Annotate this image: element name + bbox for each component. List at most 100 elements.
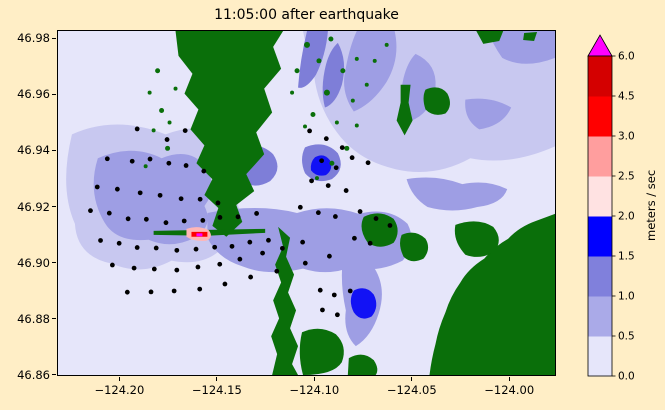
water-current-patch xyxy=(207,207,412,273)
gauge-dot xyxy=(357,209,363,214)
land-speckle xyxy=(344,145,350,151)
land-speckle xyxy=(316,58,322,64)
colorbar-label: meters / sec xyxy=(644,169,658,241)
land-polygon xyxy=(361,213,398,247)
y-tick-label: 46.86 xyxy=(17,367,50,382)
gauge-dot xyxy=(280,245,285,251)
land-polygon xyxy=(476,31,504,44)
x-tick-label: −124.10 xyxy=(289,383,340,397)
land-polygon xyxy=(423,87,450,115)
gauge-dot xyxy=(163,220,169,226)
gauge-dot xyxy=(166,160,172,166)
gauge-dot xyxy=(197,196,203,202)
gauge-dot xyxy=(247,239,253,245)
gauge-dot xyxy=(297,204,303,210)
gauge-dot xyxy=(217,215,223,220)
x-tick-label: −124.15 xyxy=(191,383,242,397)
gauge-dot xyxy=(157,192,163,198)
land-polygon xyxy=(271,226,299,375)
colorbar-segment xyxy=(588,136,612,177)
gauge-dot xyxy=(373,216,379,221)
land-speckle xyxy=(372,58,377,63)
land-speckle xyxy=(143,164,148,169)
gauge-dot xyxy=(104,156,110,162)
gauge-dot xyxy=(274,268,280,274)
land-speckle xyxy=(147,90,152,95)
colorbar-segment xyxy=(588,56,612,97)
gauge-dot xyxy=(134,245,140,250)
gauge-dot xyxy=(365,160,371,166)
y-tick-mark xyxy=(52,149,56,151)
colorbar-tick-label: 2.0 xyxy=(618,211,635,223)
gauge-dot xyxy=(319,158,325,164)
gauge-dot xyxy=(317,287,323,293)
gauge-dot xyxy=(181,218,187,224)
gauge-dot xyxy=(215,200,221,206)
gauge-dot xyxy=(367,240,373,246)
y-tick-mark xyxy=(52,206,56,207)
colorbar-tick-label: 0.0 xyxy=(618,371,635,383)
gauge-dot xyxy=(195,264,201,270)
y-tick-mark xyxy=(52,93,56,95)
gauge-dot xyxy=(334,312,340,318)
gauge-dot xyxy=(164,137,170,142)
gauge-dot xyxy=(131,265,137,271)
x-tick-label: −124.00 xyxy=(484,383,535,397)
land-speckle xyxy=(310,112,316,117)
land-polygon xyxy=(454,221,499,257)
water-current-patch xyxy=(344,31,397,112)
chart-title: 11:05:00 after earthquake xyxy=(214,7,399,23)
colorbar-tick-label: 2.5 xyxy=(618,171,635,183)
gauge-dot xyxy=(88,208,93,214)
water-current-patch xyxy=(465,98,512,130)
gauge-dot xyxy=(134,126,140,132)
colorbar-segment xyxy=(588,296,612,337)
gauge-dot xyxy=(352,235,357,241)
y-tick-label: 46.88 xyxy=(17,311,50,326)
land-speckle xyxy=(290,90,295,95)
gauge-dot xyxy=(183,163,189,168)
colorbar-tick-label: 3.0 xyxy=(618,131,635,143)
gauge-dot xyxy=(323,136,329,142)
x-tick-label: −124.20 xyxy=(94,383,145,397)
gauge-dot xyxy=(109,262,115,268)
gauge-dot xyxy=(116,240,122,246)
y-tick-mark xyxy=(52,37,56,39)
gauge-dot xyxy=(114,186,120,192)
gauge-dot xyxy=(315,210,321,216)
colorbar-tick-label: 1.0 xyxy=(618,291,635,303)
land-polygon xyxy=(429,213,555,375)
gauge-dot xyxy=(347,288,353,294)
gauge-dot xyxy=(229,243,235,249)
land-speckle xyxy=(340,68,346,74)
x-tick-mark xyxy=(313,377,315,381)
land-speckle xyxy=(384,42,389,47)
x-tick-label: −124.05 xyxy=(386,383,437,397)
velocity-map xyxy=(58,31,555,375)
land-polygon xyxy=(347,354,378,375)
gauge-dot xyxy=(222,281,228,287)
colorbar-tick-label: 6.0 xyxy=(618,51,635,63)
gauge-dot xyxy=(300,239,306,245)
colorbar: 0.0 0.5 1.0 1.5 2.0 2.5 3.0 4.5 6.0 xyxy=(586,34,650,386)
gauge-dot xyxy=(349,155,355,161)
gauge-dot xyxy=(151,266,157,272)
gauge-dot xyxy=(147,156,153,162)
gauge-dot xyxy=(217,261,223,267)
colorbar-segment xyxy=(588,96,612,137)
map-plot xyxy=(57,30,556,376)
colorbar-segment xyxy=(588,256,612,297)
y-tick-label: 46.92 xyxy=(17,199,50,214)
land-speckle xyxy=(167,120,172,125)
land-speckle xyxy=(173,86,178,91)
x-tick-mark xyxy=(411,377,413,381)
gauge-dot xyxy=(201,168,207,174)
water-current-patch xyxy=(488,31,555,64)
land-speckle xyxy=(364,82,369,87)
colorbar-segment xyxy=(588,336,612,377)
water-current-patch xyxy=(310,155,332,176)
gauge-dot xyxy=(137,190,143,196)
gauge-dot xyxy=(182,128,188,134)
gauge-dot xyxy=(327,253,332,259)
